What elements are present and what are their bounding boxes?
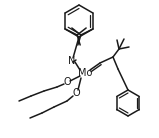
Text: N: N	[68, 56, 76, 66]
Text: Mo: Mo	[78, 68, 92, 78]
Text: O: O	[72, 88, 80, 98]
Text: O: O	[63, 77, 71, 87]
